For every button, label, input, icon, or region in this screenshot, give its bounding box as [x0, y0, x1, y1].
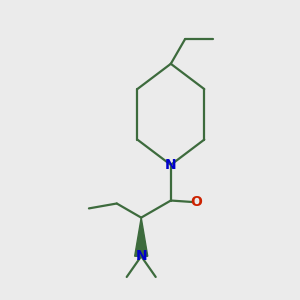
Text: O: O	[190, 195, 202, 209]
Polygon shape	[135, 218, 148, 256]
Text: N: N	[165, 158, 177, 172]
Text: N: N	[135, 249, 147, 263]
